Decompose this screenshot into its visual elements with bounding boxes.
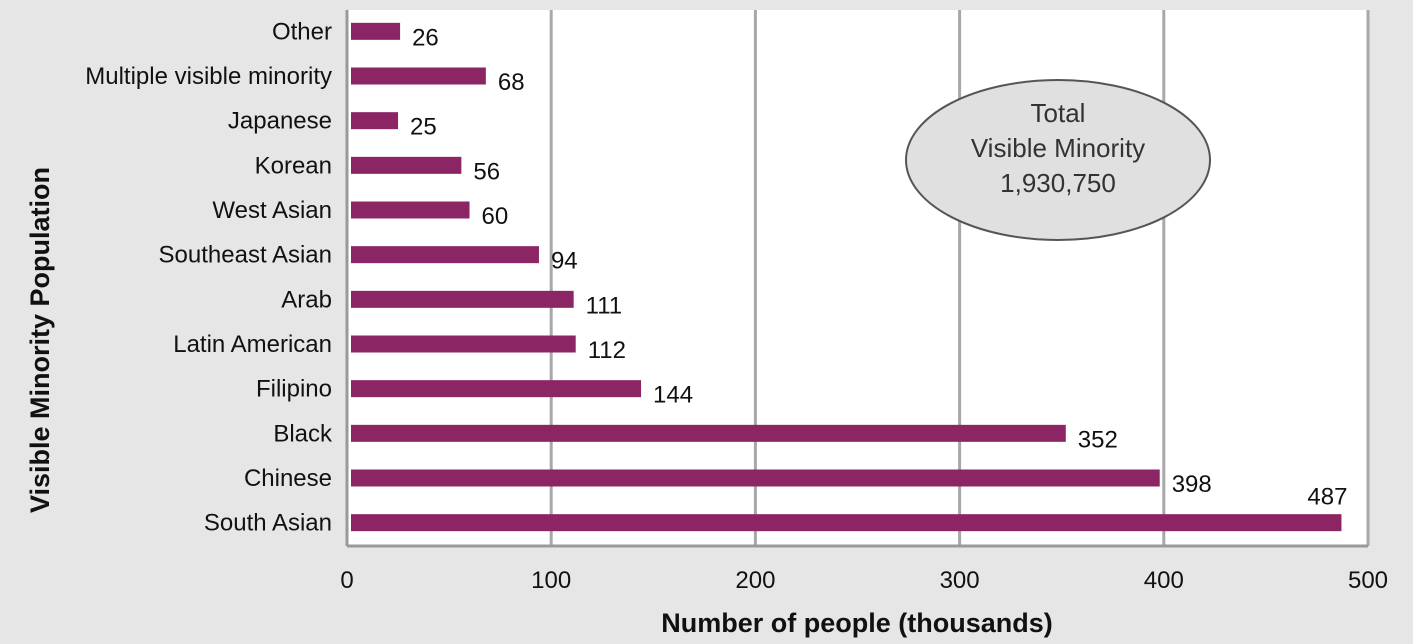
bar <box>351 246 539 264</box>
bar <box>351 335 576 353</box>
x-tick-labels: 0 100 200 300 400 500 <box>340 567 1388 594</box>
bar <box>351 112 399 130</box>
x-tick-label: 400 <box>1144 567 1184 594</box>
category-label: Southeast Asian <box>159 242 332 269</box>
category-label: Latin American <box>173 331 332 358</box>
bar <box>351 290 574 308</box>
category-label: Black <box>273 420 333 447</box>
category-label: Other <box>272 18 332 45</box>
value-label: 56 <box>473 158 500 185</box>
x-tick-label: 100 <box>531 567 571 594</box>
callout-ellipse <box>905 79 1211 241</box>
category-label: Korean <box>255 152 332 179</box>
category-label: Filipino <box>256 376 332 403</box>
value-label: 94 <box>551 248 578 275</box>
x-tick-label: 500 <box>1348 567 1388 594</box>
x-tick-label: 0 <box>340 567 353 594</box>
category-label: Multiple visible minority <box>85 63 332 90</box>
bars <box>351 22 1342 532</box>
bar <box>351 22 401 40</box>
plot-area <box>347 10 1368 546</box>
bar <box>351 67 486 85</box>
callout-line-3: 1,930,750 <box>1000 168 1116 198</box>
x-axis-title: Number of people (thousands) <box>661 608 1053 638</box>
value-label: 60 <box>482 203 509 230</box>
category-labels: Other Multiple visible minority Japanese Ko… <box>85 18 333 536</box>
callout-line-2: Visible Minority <box>971 133 1145 163</box>
value-label: 398 <box>1172 471 1212 498</box>
value-label: 68 <box>498 69 525 96</box>
x-tick-label: 200 <box>735 567 775 594</box>
category-label: Arab <box>281 286 332 313</box>
bar <box>351 201 470 219</box>
category-label: Chinese <box>244 465 332 492</box>
bar <box>351 380 642 398</box>
value-labels: 26 68 25 56 60 94 111 112 144 352 398 487 <box>410 24 1347 510</box>
value-label: 111 <box>586 292 622 319</box>
total-callout: Total Visible Minority 1,930,750 <box>905 79 1211 241</box>
value-label: 112 <box>588 337 626 364</box>
bar <box>351 469 1160 487</box>
value-label: 26 <box>412 24 439 51</box>
bar <box>351 514 1342 532</box>
x-tick-label: 300 <box>940 567 980 594</box>
category-label: South Asian <box>204 510 332 537</box>
value-label: 144 <box>653 382 693 409</box>
y-axis-title: Visible Minority Population <box>25 167 55 513</box>
value-label: 487 <box>1307 484 1347 511</box>
callout-line-1: Total <box>1031 98 1086 128</box>
value-label: 25 <box>410 114 437 141</box>
bar <box>351 424 1066 442</box>
bar <box>351 156 462 174</box>
category-label: West Asian <box>212 197 332 224</box>
value-label: 352 <box>1078 426 1118 453</box>
category-label: Japanese <box>228 108 332 135</box>
